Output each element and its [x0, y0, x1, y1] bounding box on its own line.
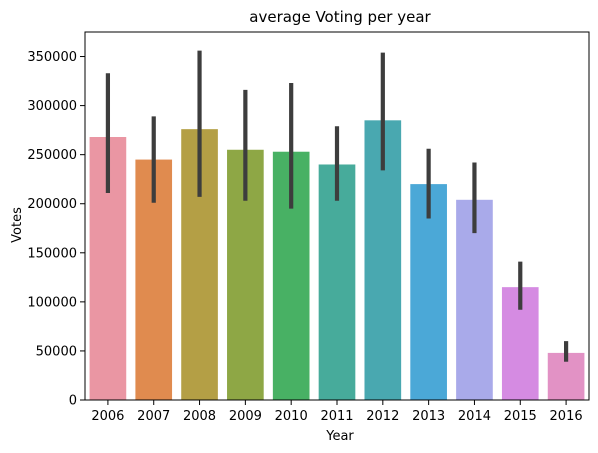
error-bars-layer: [105, 50, 569, 362]
y-tick-label-350000: 350000: [27, 50, 77, 65]
x-tick-label-2007: 2007: [137, 409, 170, 424]
x-tick-label-2016: 2016: [550, 409, 583, 424]
x-tick-label-2013: 2013: [412, 409, 445, 424]
axes-layer: 2006 2007 2008 2009 2010 2011 2012 2013 2014 2015…: [27, 31, 590, 424]
x-tick-label-2008: 2008: [183, 409, 216, 424]
x-tick-label-2006: 2006: [91, 409, 124, 424]
y-tick-label-150000: 150000: [27, 246, 77, 261]
x-tick-label-2011: 2011: [320, 409, 353, 424]
y-tick-label-300000: 300000: [27, 99, 77, 114]
x-tick-label-2012: 2012: [366, 409, 399, 424]
y-tick-label-200000: 200000: [27, 197, 77, 212]
x-tick-label-2010: 2010: [275, 409, 308, 424]
bar-2011: [318, 164, 356, 400]
y-tick-label-50000: 50000: [36, 344, 77, 359]
x-tick-label-2014: 2014: [458, 409, 491, 424]
chart-title: average Voting per year: [249, 8, 431, 26]
x-axis-label: Year: [325, 429, 354, 444]
y-tick-label-250000: 250000: [27, 148, 77, 163]
x-tick-label-2015: 2015: [504, 409, 537, 424]
plot-frame: [84, 31, 590, 401]
y-tick-label-0: 0: [69, 394, 77, 409]
x-tick-label-2009: 2009: [229, 409, 262, 424]
bar-2013: [410, 184, 447, 400]
y-axis-label: Votes: [10, 207, 25, 243]
y-tick-label-100000: 100000: [27, 295, 77, 310]
